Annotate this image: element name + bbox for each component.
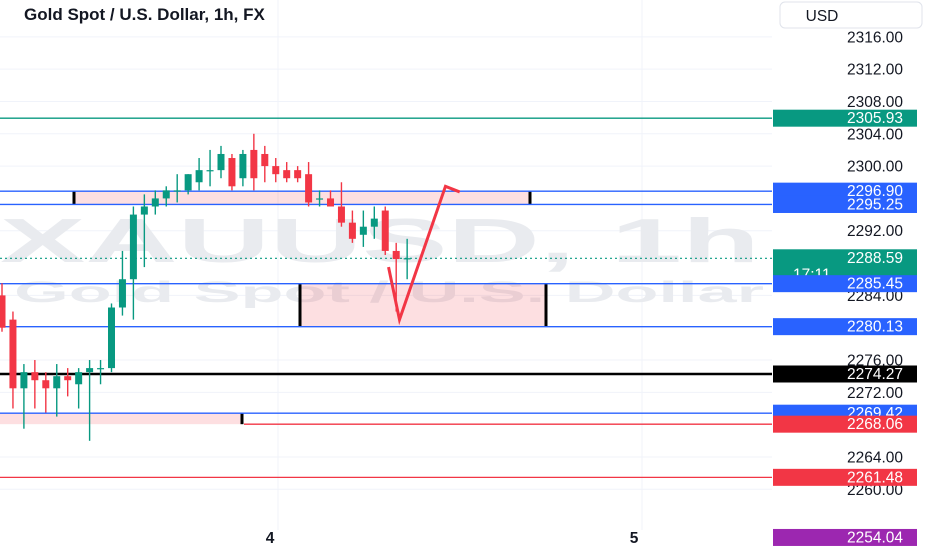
candle-up — [86, 368, 94, 373]
candle-up — [20, 372, 28, 389]
level-label-bg — [773, 528, 917, 546]
candle-down — [327, 198, 334, 207]
level-label: 2274.27 — [847, 366, 903, 383]
level-label-bg — [773, 109, 917, 127]
upper-supply-zone — [74, 191, 530, 205]
price-tick: 2312.00 — [847, 62, 903, 79]
watermark-name: Gold Spot / U.S. Dollar — [14, 276, 765, 309]
level-label: 2285.45 — [847, 276, 903, 293]
price-tick: 2260.00 — [847, 482, 903, 499]
currency-box[interactable]: USD — [779, 1, 923, 29]
candle-down — [250, 149, 258, 179]
chart-title-group: Gold Spot / U.S. Dollar, 1h, FX — [24, 5, 266, 24]
candle-down — [42, 380, 50, 389]
projection-path — [387, 184, 461, 326]
candle-down — [337, 206, 345, 223]
candle-down — [381, 210, 389, 251]
candle-down — [0, 295, 6, 328]
candle-up — [173, 190, 181, 192]
level-label-bg — [773, 365, 917, 383]
level-labels: 2305.932296.902295.252288.5917:112285.45… — [773, 109, 917, 546]
candles-layer — [0, 133, 411, 441]
candle-down — [348, 222, 356, 239]
chart-title: Gold Spot / U.S. Dollar, 1h, FX — [24, 5, 266, 24]
candle-up — [316, 198, 324, 200]
level-lines-layer — [0, 117, 772, 478]
price-tick: 2300.00 — [847, 159, 903, 176]
level-label: 2261.48 — [847, 469, 903, 486]
candle-down — [64, 376, 72, 381]
level-label: 2296.90 — [847, 183, 903, 200]
level-label-bg — [773, 468, 917, 486]
price-tick: 2308.00 — [847, 94, 903, 111]
level-label: 2280.13 — [847, 319, 903, 336]
candle-down — [392, 250, 400, 260]
zones-layer — [0, 191, 548, 425]
candle-down — [294, 170, 302, 179]
candle-up — [97, 368, 105, 370]
level-label: 2305.93 — [847, 110, 903, 127]
candle-up — [108, 307, 115, 369]
bottom-demand-zone — [0, 413, 242, 425]
candle-up — [140, 206, 148, 215]
candle-down — [261, 153, 269, 167]
candle-down — [9, 319, 17, 389]
time-tick: 4 — [266, 530, 275, 547]
candle-up — [118, 279, 126, 308]
candle-down — [283, 170, 291, 179]
candle-up — [206, 170, 214, 172]
watermark-symbol: XAUUSD, 1h — [0, 207, 760, 276]
candle-up — [162, 190, 170, 199]
candle-up — [184, 174, 192, 191]
candle-up — [370, 218, 378, 227]
candle-down — [228, 158, 236, 187]
level-label: 2288.59 — [847, 250, 903, 267]
candle-up — [217, 153, 225, 171]
level-label: 2295.25 — [847, 196, 903, 213]
level-label-bg — [773, 195, 917, 213]
time-tick: 5 — [630, 530, 639, 547]
projection-layer — [387, 184, 461, 326]
price-tick: 2292.00 — [847, 223, 903, 240]
level-label-bg — [773, 182, 917, 200]
price-tick: 2316.00 — [847, 29, 903, 46]
candle-up — [195, 170, 203, 183]
candle-up — [75, 372, 83, 385]
price-tick: 2264.00 — [847, 449, 903, 466]
level-label: 2254.04 — [847, 529, 903, 546]
level-label-bg — [773, 415, 917, 433]
candle-up — [151, 198, 159, 207]
candle-up — [403, 258, 411, 260]
candle-down — [31, 372, 39, 381]
candle-down — [272, 166, 280, 175]
price-tick: 2272.00 — [847, 385, 903, 402]
price-tick: 2304.00 — [847, 126, 903, 143]
watermark: XAUUSD, 1h Gold Spot / U.S. Dollar — [0, 207, 765, 309]
candle-up — [53, 376, 61, 389]
currency-label: USD — [806, 8, 839, 25]
candle-down — [305, 174, 313, 203]
level-label-bg — [773, 275, 917, 293]
level-label-bg — [773, 318, 917, 336]
candle-up — [129, 214, 137, 280]
lower-demand-zone — [300, 283, 546, 327]
level-label: 2268.06 — [847, 416, 903, 433]
price-tick: 2276.00 — [847, 353, 903, 370]
candle-up — [359, 226, 367, 235]
candle-up — [239, 153, 247, 179]
